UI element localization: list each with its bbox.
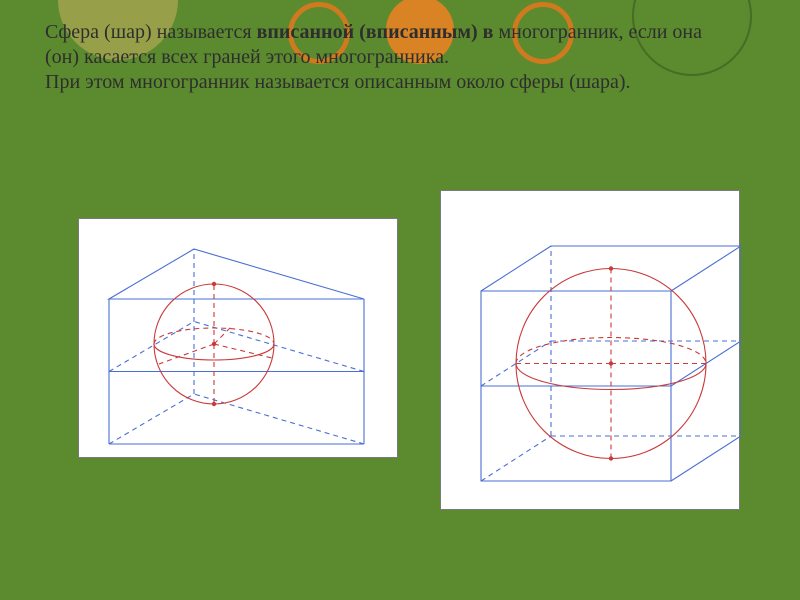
- text-line-1a: Сфера (шар) называется: [45, 21, 257, 43]
- text-line-3: При этом многогранник называется описанн…: [45, 71, 631, 93]
- figure-prism-inscribed-sphere: [78, 218, 398, 458]
- slide-root: Сфера (шар) называется вписанной (вписан…: [0, 0, 800, 600]
- slide-text: Сфера (шар) называется вписанной (вписан…: [45, 20, 725, 95]
- cube-svg: [441, 191, 741, 511]
- text-line-1b-bold: вписанной (вписанным) в: [257, 21, 494, 43]
- prism-svg: [79, 219, 399, 459]
- figure-cube-inscribed-sphere: [440, 190, 740, 510]
